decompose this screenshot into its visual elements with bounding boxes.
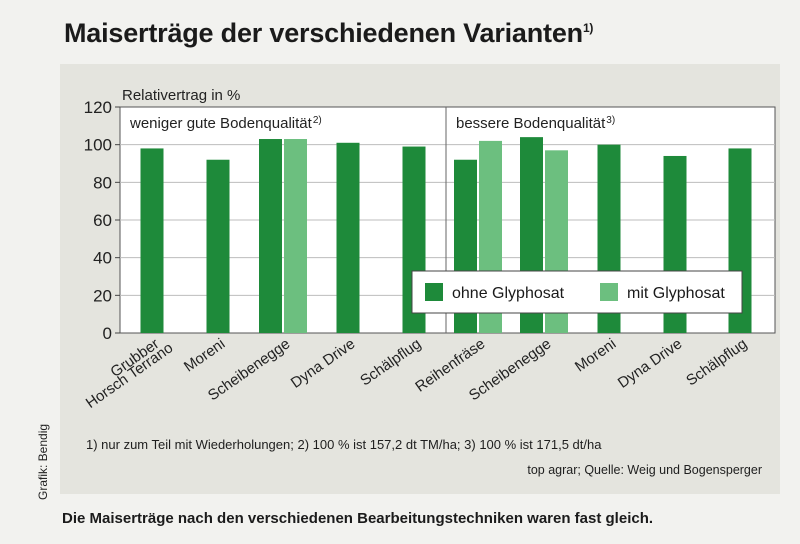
bar-ohne-glyphosat (140, 148, 164, 333)
x-tick-label: Dyna Drive (615, 335, 686, 391)
legend-swatch-mit (600, 283, 618, 301)
bar-ohne-glyphosat (206, 159, 230, 333)
group-label: bessere Bodenqualität3) (456, 115, 615, 132)
x-tick-label: Moreni (572, 335, 619, 375)
y-tick-label: 60 (93, 211, 112, 230)
group-label-text: bessere Bodenqualität (456, 115, 606, 132)
source-note: top agrar; Quelle: Weig und Bogensperger (527, 463, 762, 477)
x-tick-label: Moreni (181, 335, 228, 375)
y-tick-label: 120 (84, 98, 112, 117)
title-footnote-mark: 1) (582, 21, 594, 35)
legend-label-ohne: ohne Glyphosat (452, 285, 565, 302)
y-tick-label: 40 (93, 249, 112, 268)
footnote: 1) nur zum Teil mit Wiederholungen; 2) 1… (86, 437, 602, 452)
x-tick-label: Dyna Drive (288, 335, 359, 391)
legend-label-mit: mit Glyphosat (627, 285, 725, 302)
caption: Die Maiserträge nach den verschiedenen B… (62, 510, 654, 527)
x-tick-label: Schälpflug (683, 335, 750, 389)
graphic-credit: Grafik: Bendig (36, 423, 50, 500)
y-axis-label: Relativertrag in % (122, 87, 240, 104)
bar-ohne-glyphosat (336, 142, 360, 333)
bar-mit-glyphosat (284, 139, 307, 333)
legend-swatch-ohne (425, 283, 443, 301)
group-label-sup: 3) (606, 115, 615, 126)
y-tick-label: 20 (93, 286, 112, 305)
chart-title: Maiserträge der verschiedenen Varianten1… (64, 18, 593, 49)
group-label-text: weniger gute Bodenqualität (129, 115, 313, 132)
y-tick-label: 80 (93, 173, 112, 192)
y-tick-label: 100 (84, 136, 112, 155)
group-label: weniger gute Bodenqualität2) (129, 115, 322, 132)
group-label-sup: 2) (313, 115, 322, 126)
y-tick-label: 0 (103, 324, 112, 343)
bar-ohne-glyphosat (259, 139, 282, 333)
legend (411, 270, 743, 314)
x-tick-label: Horsch Terrano (83, 339, 177, 412)
chart-title-text: Maiserträge der verschiedenen Varianten (64, 18, 583, 48)
